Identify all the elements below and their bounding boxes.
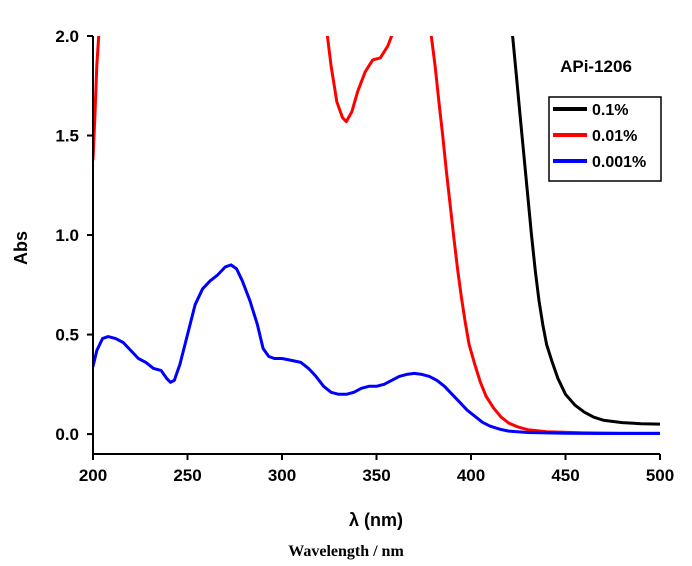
x-tick-label: 500 bbox=[646, 466, 674, 485]
series-line-2 bbox=[93, 263, 660, 435]
y-tick-label: 0.5 bbox=[55, 326, 79, 345]
legend: 0.1% 0.01% 0.001% bbox=[548, 96, 662, 182]
legend-box bbox=[548, 96, 662, 182]
y-tick-label: 2.0 bbox=[55, 27, 79, 46]
x-tick-label: 400 bbox=[457, 466, 485, 485]
y-tick-label: 1.5 bbox=[55, 127, 79, 146]
chart-title: APi-1206 bbox=[560, 57, 632, 76]
x-tick-label: 250 bbox=[173, 466, 201, 485]
legend-label: 0.1% bbox=[592, 102, 628, 119]
legend-label: 0.01% bbox=[592, 128, 637, 145]
x-tick-label: 200 bbox=[79, 466, 107, 485]
x-tick-label: 350 bbox=[362, 466, 390, 485]
y-tick-label: 1.0 bbox=[55, 226, 79, 245]
legend-label: 0.001% bbox=[592, 154, 646, 171]
y-tick-label: 0.0 bbox=[55, 425, 79, 444]
y-axis-title: Abs bbox=[11, 231, 31, 265]
x-axis-title: λ (nm) bbox=[349, 510, 403, 530]
x-tick-label: 300 bbox=[268, 466, 296, 485]
uv-vis-absorbance-chart: 200 250 300 350 400 450 500 0.0 0.5 1.0 1.5 2.0 APi… bbox=[11, 27, 674, 530]
x-tick-label: 450 bbox=[551, 466, 579, 485]
figure-caption: Wavelength / nm bbox=[288, 543, 404, 560]
series-line-0 bbox=[511, 36, 660, 426]
